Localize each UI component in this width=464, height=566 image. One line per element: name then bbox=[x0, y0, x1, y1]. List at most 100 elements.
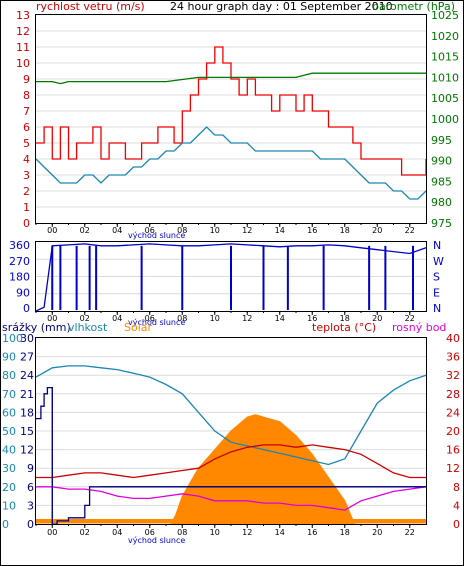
y-tick-label: 11 bbox=[16, 41, 30, 54]
x-tick-label: 16 bbox=[307, 528, 317, 537]
x-tick-label: 04 bbox=[112, 226, 122, 235]
y-tick-label: S bbox=[433, 271, 440, 284]
y-tick-label: 15 bbox=[20, 425, 34, 438]
y-tick-label: 21 bbox=[20, 388, 34, 401]
panel3-y-ticks-temperature: 0 4 8 12 16 20 24 28 32 36 40 bbox=[446, 332, 460, 531]
x-tick-label: 06 bbox=[145, 528, 155, 537]
y-tick-label: 36 bbox=[446, 351, 460, 364]
y-tick-label: 27 bbox=[20, 351, 34, 364]
y-tick-label: 70 bbox=[2, 388, 16, 401]
y-tick-label: 8 bbox=[23, 89, 30, 102]
y-tick-label: 8 bbox=[453, 481, 460, 494]
y-tick-label: W bbox=[433, 255, 444, 268]
x-tick-label: 08 bbox=[177, 226, 187, 235]
series-teplota-line bbox=[36, 444, 426, 479]
y-tick-label: 10 bbox=[16, 57, 30, 70]
x-tick-label: 04 bbox=[112, 528, 122, 537]
y-tick-label: E bbox=[433, 286, 440, 299]
y-tick-label: 1020 bbox=[431, 30, 459, 43]
y-tick-label: 12 bbox=[446, 462, 460, 475]
y-tick-label: 9 bbox=[23, 73, 30, 86]
y-tick-label: 4 bbox=[453, 499, 460, 512]
y-tick-label: 24 bbox=[446, 406, 460, 419]
graph-title: 24 hour graph day : 01 September 2010 bbox=[170, 0, 393, 13]
y-tick-label: 50 bbox=[2, 425, 16, 438]
y-tick-label: 60 bbox=[2, 406, 16, 419]
sunrise-label-3: východ slunce bbox=[128, 536, 185, 545]
panel3-y-ticks-humidity: 0 10 20 30 40 50 60 70 80 90 100 bbox=[2, 332, 23, 531]
x-tick-label: 10 bbox=[210, 528, 220, 537]
y-tick-label: 1010 bbox=[431, 71, 459, 84]
x-tick-label: 14 bbox=[275, 226, 285, 235]
y-tick-label: 12 bbox=[20, 444, 34, 457]
x-tick-label: 00 bbox=[47, 226, 57, 235]
x-tick-label: 22 bbox=[405, 226, 415, 235]
y-tick-label: 995 bbox=[431, 134, 452, 147]
y-tick-label: 7 bbox=[23, 105, 30, 118]
panel3-series bbox=[35, 365, 427, 525]
x-tick-label: 18 bbox=[340, 226, 350, 235]
y-tick-label: 5 bbox=[23, 137, 30, 150]
x-tick-label: 06 bbox=[145, 314, 155, 323]
panel1-series bbox=[35, 46, 427, 200]
x-tick-label: 18 bbox=[340, 528, 350, 537]
solar-baseline bbox=[36, 519, 426, 523]
y-tick-label: 28 bbox=[446, 388, 460, 401]
x-tick-label: 02 bbox=[80, 314, 90, 323]
panel2-series bbox=[35, 243, 427, 312]
solar-area bbox=[36, 414, 426, 525]
y-tick-label: 30 bbox=[20, 332, 34, 345]
y-tick-label: 1005 bbox=[431, 92, 459, 105]
y-tick-label: 18 bbox=[20, 406, 34, 419]
legend-rain: srážky (mm) bbox=[2, 321, 71, 334]
x-tick-label: 00 bbox=[47, 528, 57, 537]
wind-average-line bbox=[35, 126, 427, 200]
x-tick-label: 22 bbox=[405, 528, 415, 537]
panel3-y-ticks-rain: 0 3 6 9 12 15 18 21 24 27 30 bbox=[20, 332, 34, 531]
y-tick-label: 360 bbox=[9, 239, 30, 252]
y-tick-label: 4 bbox=[23, 153, 30, 166]
wind-axis-label: rychlost vetru (m/s) bbox=[36, 0, 145, 13]
y-tick-label: 80 bbox=[2, 369, 16, 382]
barometer-line bbox=[36, 72, 426, 85]
legend-dew-point: rosný bod bbox=[392, 321, 446, 334]
y-tick-label: 20 bbox=[2, 481, 16, 494]
y-tick-label: 13 bbox=[16, 9, 30, 22]
y-tick-label: 10 bbox=[2, 499, 16, 512]
sunrise-label-1: východ slunce bbox=[128, 231, 185, 240]
x-tick-label: 20 bbox=[372, 314, 382, 323]
y-tick-label: 985 bbox=[431, 175, 452, 188]
x-tick-label: 12 bbox=[242, 528, 252, 537]
y-tick-label: 6 bbox=[23, 121, 30, 134]
y-tick-label: 100 bbox=[2, 332, 23, 345]
y-tick-label: 980 bbox=[431, 196, 452, 209]
y-tick-label: 1015 bbox=[431, 51, 459, 64]
x-tick-label: 10 bbox=[210, 314, 220, 323]
x-tick-label: 16 bbox=[307, 314, 317, 323]
panel1-x-ticks: 00 02 04 06 08 10 12 14 16 18 20 22 bbox=[35, 223, 415, 235]
x-tick-label: 16 bbox=[307, 226, 317, 235]
x-tick-label: 02 bbox=[80, 226, 90, 235]
x-tick-label: 20 bbox=[372, 226, 382, 235]
y-tick-label: 24 bbox=[20, 369, 34, 382]
panel2-y-ticks-left: 0 90 180 270 360 bbox=[9, 239, 30, 315]
x-tick-label: 08 bbox=[177, 314, 187, 323]
x-tick-label: 18 bbox=[340, 314, 350, 323]
y-tick-label: 40 bbox=[446, 332, 460, 345]
legend-humidity: vlhkost bbox=[68, 321, 108, 334]
y-tick-label: 0 bbox=[453, 518, 460, 531]
y-tick-label: 6 bbox=[27, 481, 34, 494]
y-tick-label: 12 bbox=[16, 25, 30, 38]
y-tick-label: 0 bbox=[27, 518, 34, 531]
y-tick-label: 180 bbox=[9, 271, 30, 284]
x-tick-label: 22 bbox=[405, 314, 415, 323]
y-tick-label: 990 bbox=[431, 155, 452, 168]
y-tick-label: 16 bbox=[446, 444, 460, 457]
barometer-axis-label: barometr (hPa) bbox=[372, 0, 455, 13]
y-tick-label: 9 bbox=[27, 462, 34, 475]
series-rosnbod-line bbox=[36, 486, 427, 511]
y-tick-label: 2 bbox=[23, 185, 30, 198]
